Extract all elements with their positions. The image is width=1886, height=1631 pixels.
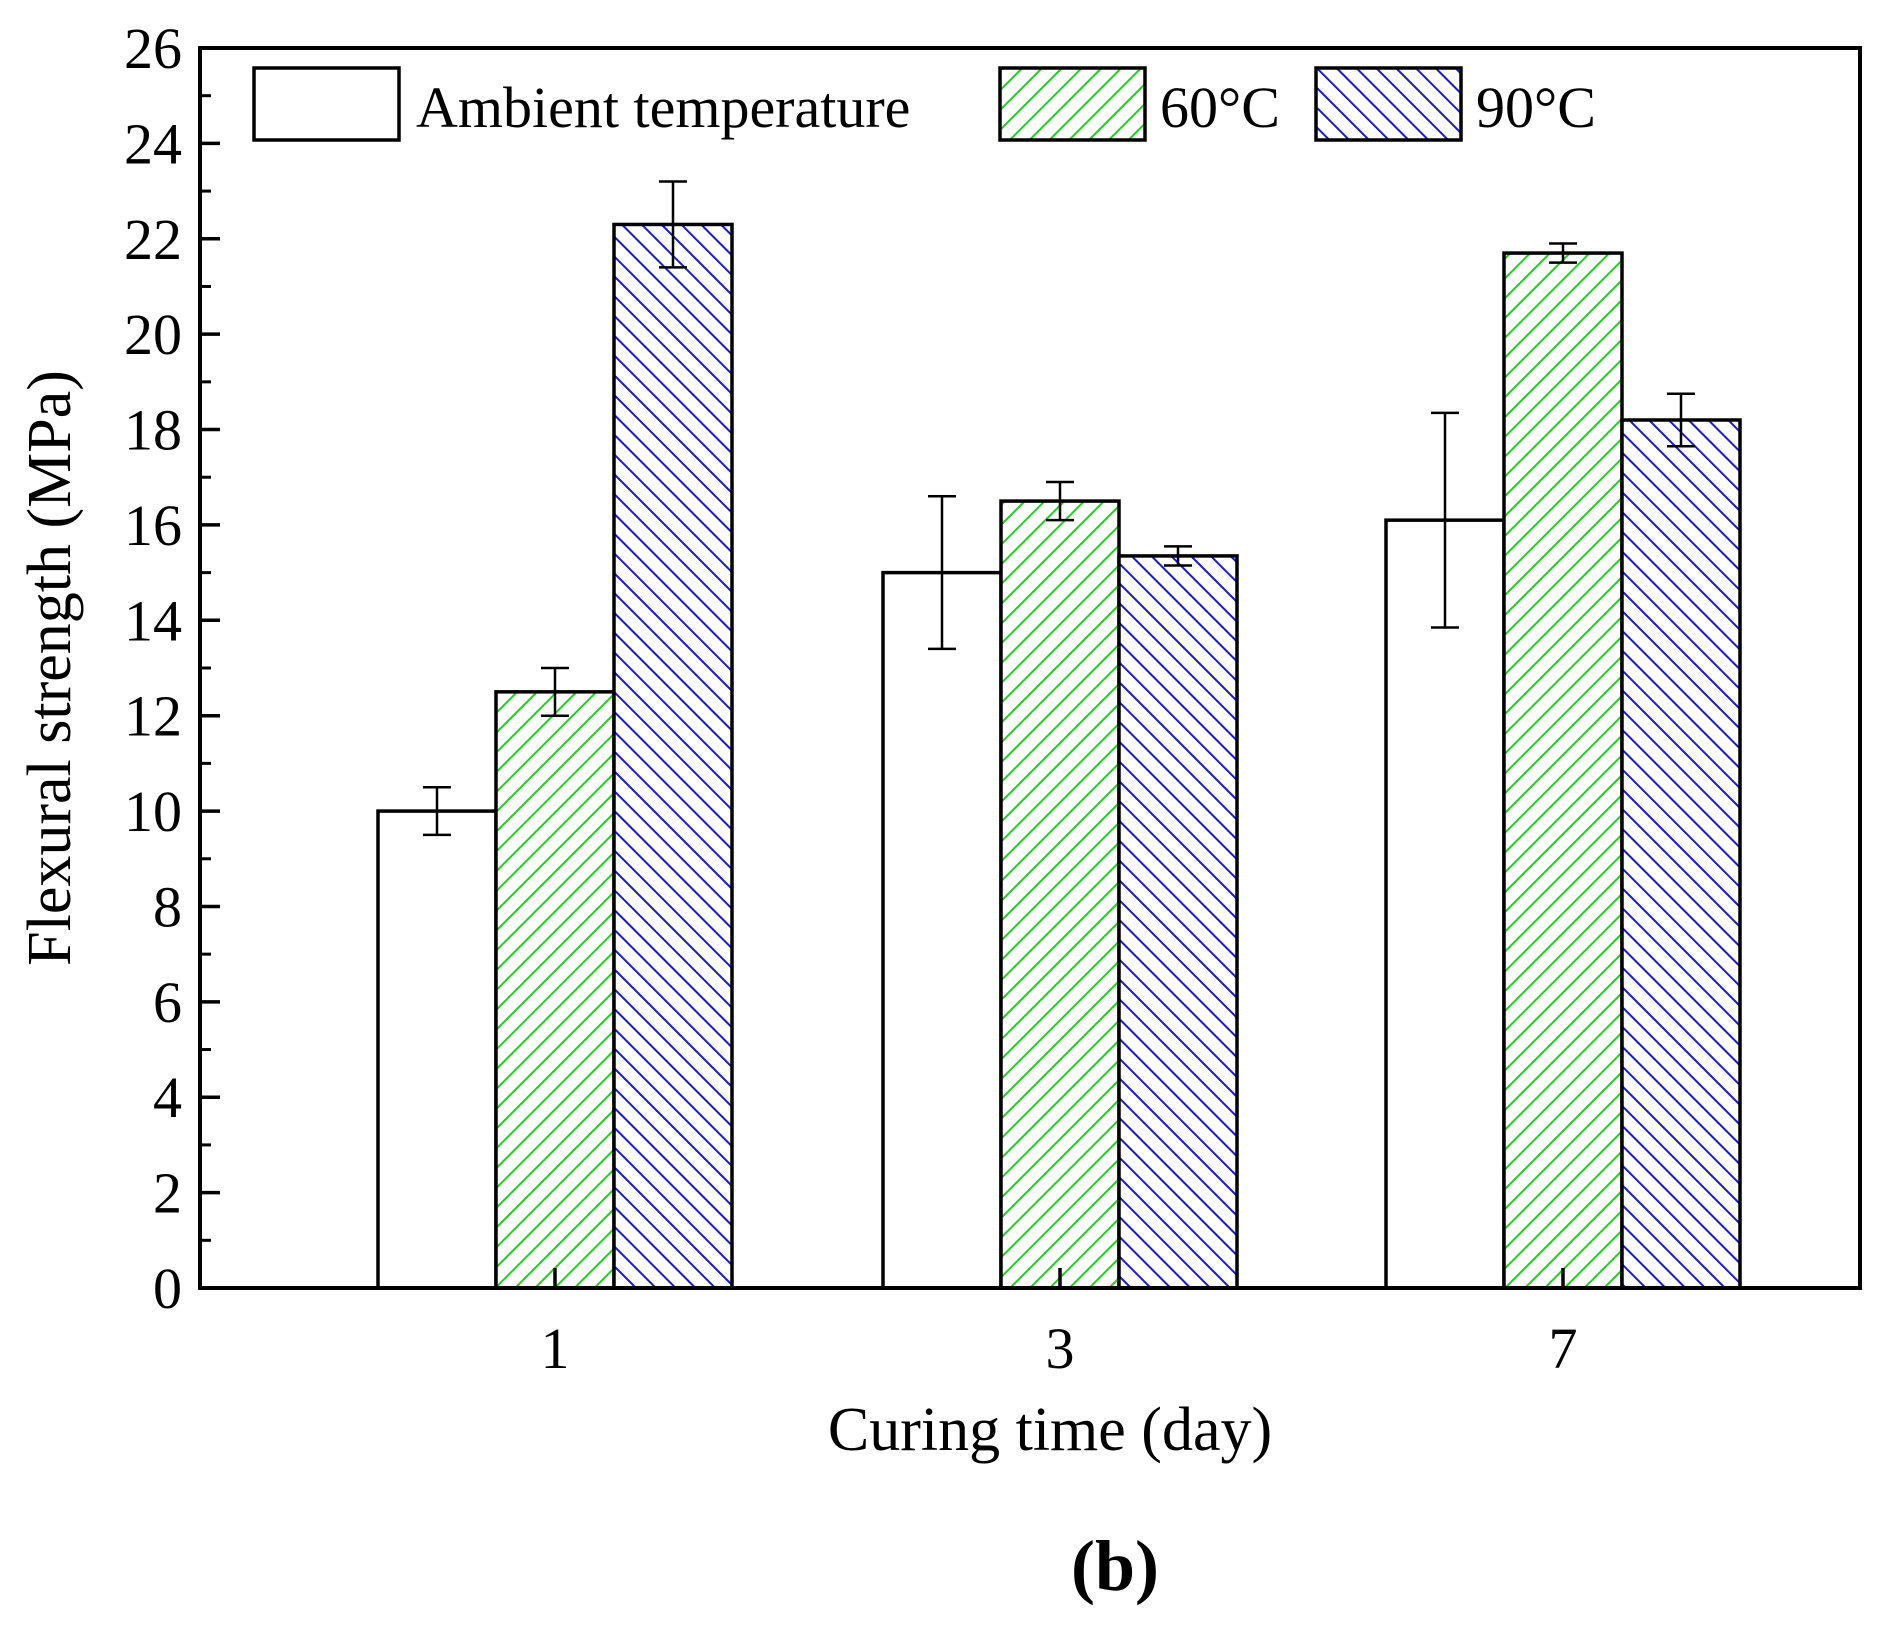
panel-label: (b)	[1071, 1526, 1159, 1606]
y-tick-label: 0	[153, 1256, 182, 1321]
y-tick-label: 22	[124, 207, 182, 272]
bar-7-series-0	[1384, 518, 1506, 1290]
y-axis-title: Flexural strength (MPa)	[16, 370, 84, 966]
y-tick-label: 16	[124, 493, 182, 558]
x-tick-label: 3	[1046, 1316, 1075, 1381]
error-bars	[423, 180, 1695, 837]
legend-swatch-ambient	[252, 66, 401, 142]
x-tick-label: 1	[541, 1316, 570, 1381]
y-tick-label: 26	[124, 16, 182, 81]
legend-label-60c: 60°C	[1160, 75, 1280, 140]
y-tick-label: 12	[124, 684, 182, 749]
legend-label-90c: 90°C	[1476, 75, 1596, 140]
y-tick-label: 6	[153, 970, 182, 1035]
y-tick-label: 8	[153, 874, 182, 939]
bar-3-series-0	[881, 570, 1003, 1290]
bar-1-series-1	[494, 690, 616, 1290]
y-tick-label: 24	[124, 111, 182, 176]
legend-swatch-60c	[998, 66, 1147, 142]
bars	[376, 222, 1742, 1290]
legend-label-ambient: Ambient temperature	[416, 75, 910, 140]
plot-frame	[198, 46, 1862, 1290]
legend: Ambient temperature 60°C 90°C	[252, 66, 1596, 142]
y-tick-label: 4	[153, 1065, 182, 1130]
y-tick-label: 20	[124, 302, 182, 367]
bar-3-series-1	[999, 499, 1121, 1290]
y-tick-label: 10	[124, 779, 182, 844]
bar-7-series-2	[1620, 418, 1742, 1290]
x-tick-label: 7	[1549, 1316, 1578, 1381]
bar-1-series-2	[612, 222, 734, 1290]
bar-3-series-2	[1117, 554, 1239, 1290]
y-tick-label: 2	[153, 1161, 182, 1226]
bar-7-series-1	[1502, 251, 1624, 1290]
y-tick-label: 14	[124, 588, 182, 653]
legend-swatch-90c	[1314, 66, 1463, 142]
bar-1-series-0	[376, 809, 498, 1290]
y-tick-label: 18	[124, 398, 182, 463]
x-axis-title: Curing time (day)	[828, 1396, 1272, 1464]
x-axis-tick-labels: 1 3 7	[541, 1268, 1578, 1381]
